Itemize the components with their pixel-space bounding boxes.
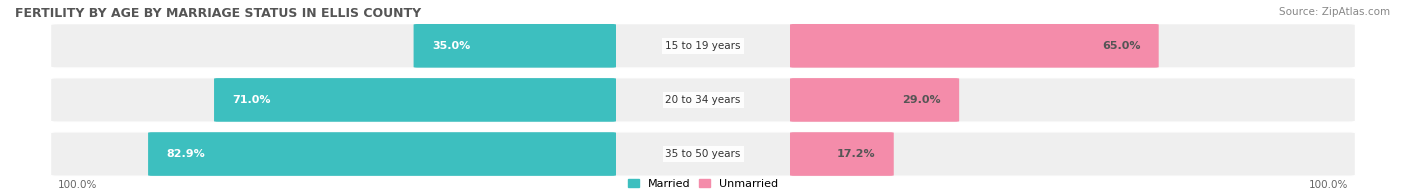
FancyBboxPatch shape [51,132,1355,176]
FancyBboxPatch shape [413,24,616,68]
Text: 65.0%: 65.0% [1102,41,1140,51]
Text: 35.0%: 35.0% [432,41,470,51]
Text: 17.2%: 17.2% [837,149,876,159]
FancyBboxPatch shape [790,132,894,176]
FancyBboxPatch shape [790,24,1159,68]
Text: Source: ZipAtlas.com: Source: ZipAtlas.com [1279,7,1391,17]
Legend: Married, Unmarried: Married, Unmarried [627,179,779,189]
Text: FERTILITY BY AGE BY MARRIAGE STATUS IN ELLIS COUNTY: FERTILITY BY AGE BY MARRIAGE STATUS IN E… [15,7,422,20]
FancyBboxPatch shape [214,78,616,122]
FancyBboxPatch shape [790,78,959,122]
Text: 82.9%: 82.9% [166,149,205,159]
Text: 100.0%: 100.0% [1309,180,1348,190]
Text: 35 to 50 years: 35 to 50 years [665,149,741,159]
Text: 15 to 19 years: 15 to 19 years [665,41,741,51]
Text: 71.0%: 71.0% [232,95,271,105]
FancyBboxPatch shape [51,24,1355,68]
FancyBboxPatch shape [148,132,616,176]
FancyBboxPatch shape [51,78,1355,122]
Text: 29.0%: 29.0% [903,95,941,105]
Text: 100.0%: 100.0% [58,180,97,190]
Text: 20 to 34 years: 20 to 34 years [665,95,741,105]
